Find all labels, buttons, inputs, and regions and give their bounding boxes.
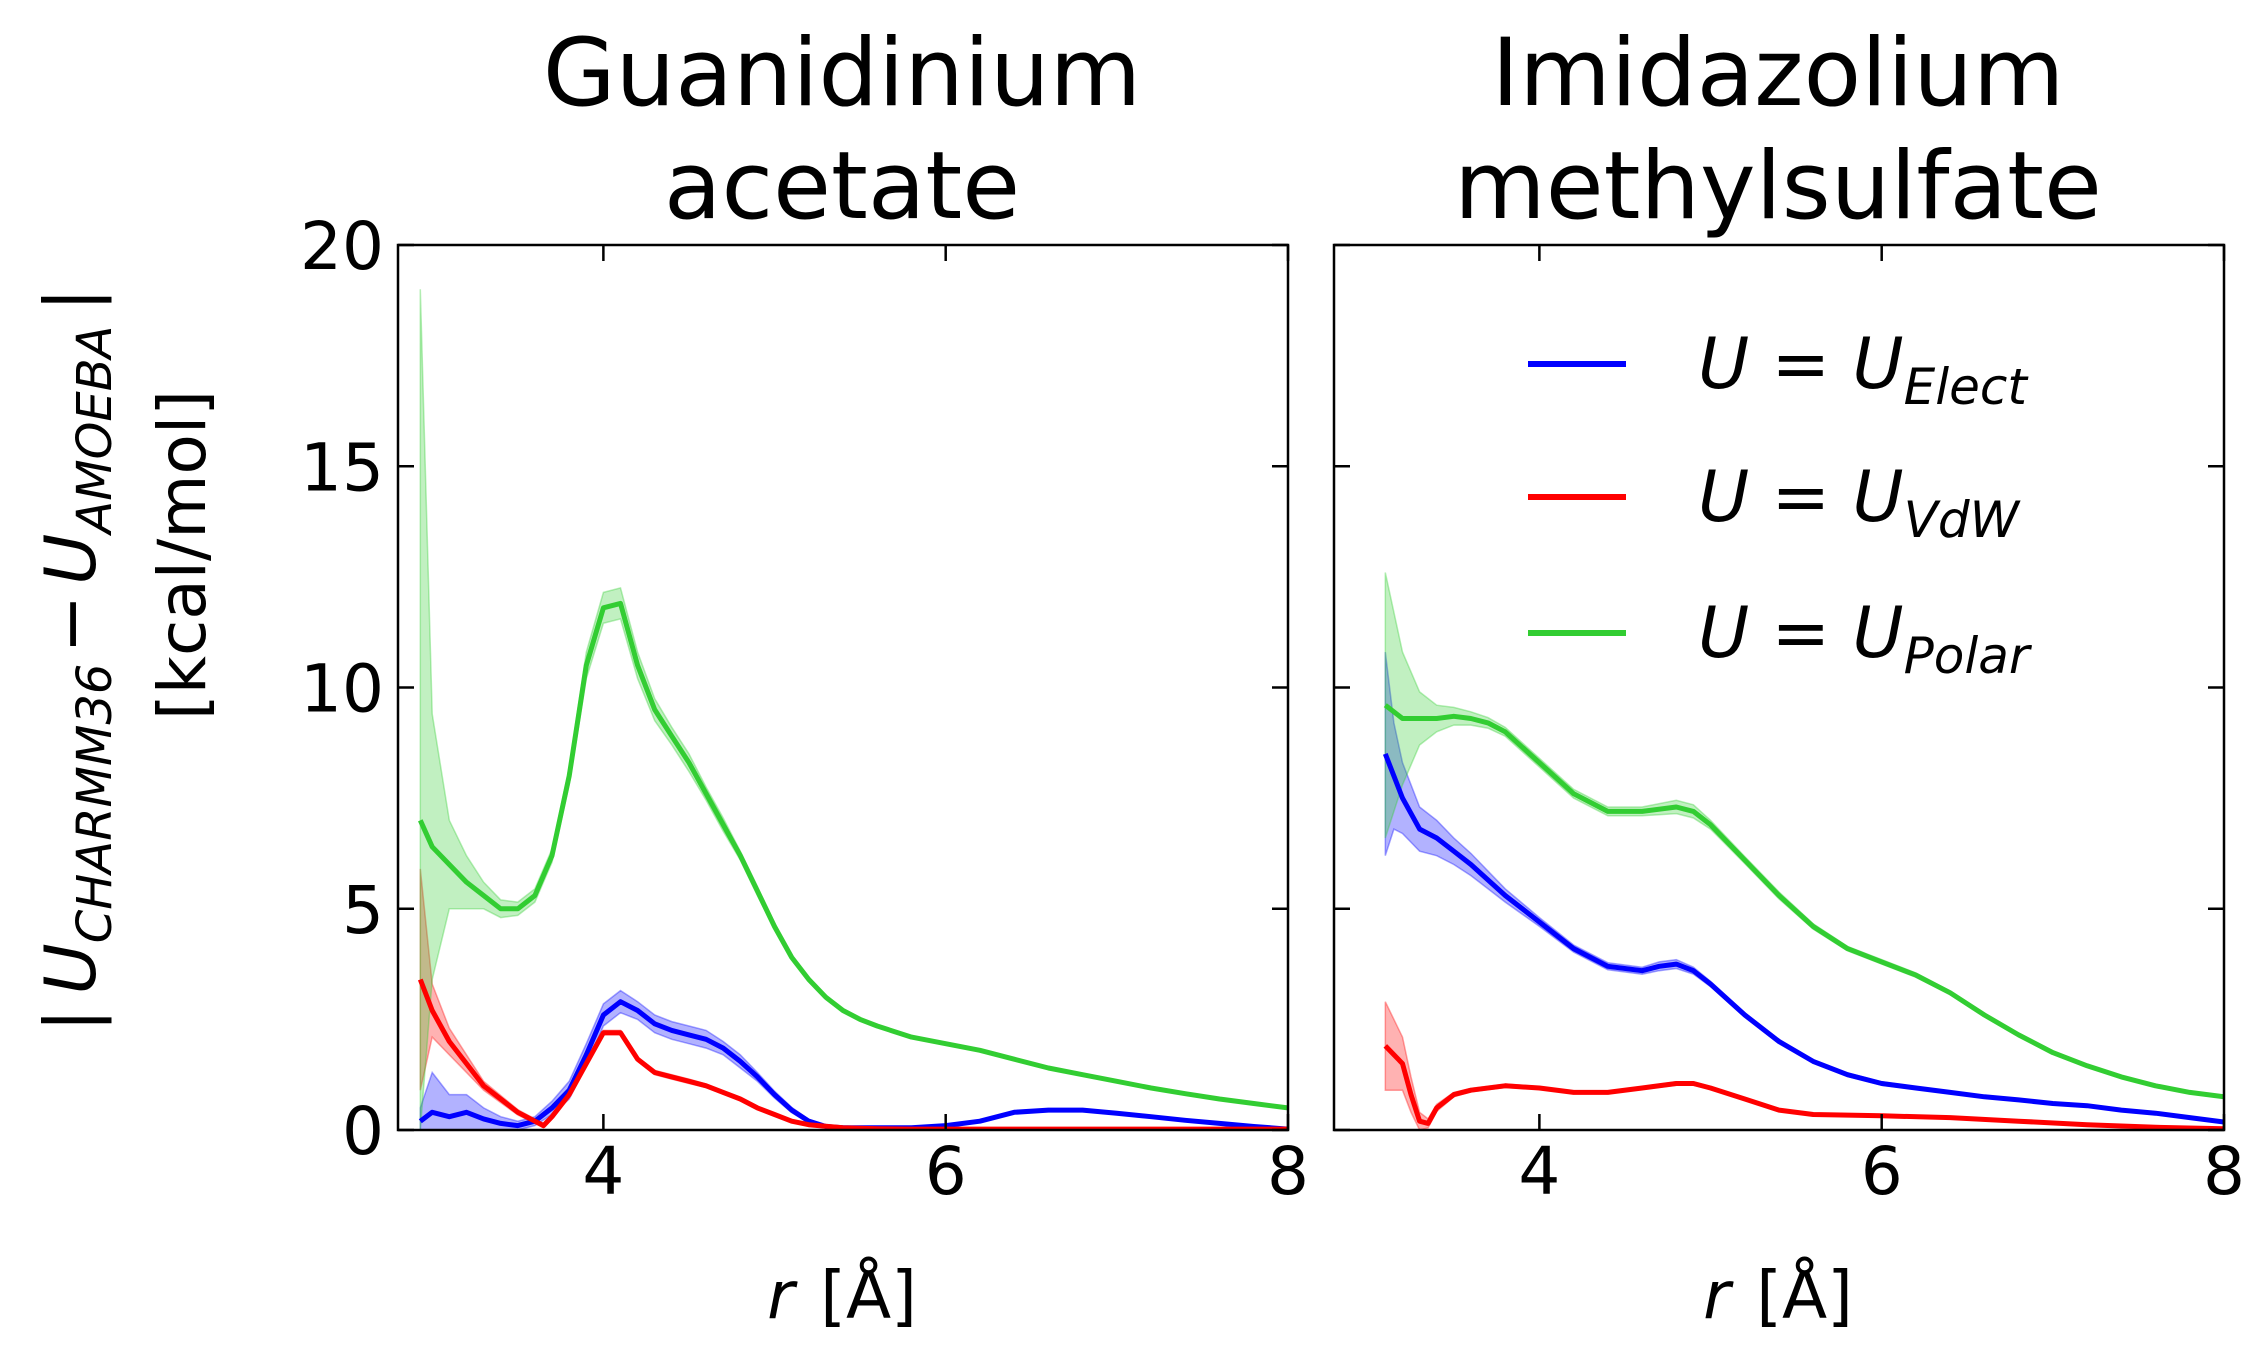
series-line-u-vdw [1383, 1044, 2224, 1130]
panel-title-line-2: methylsulfate [1454, 132, 2102, 241]
y-tick-label: 20 [300, 208, 384, 285]
x-axis-var-1: r [1703, 1257, 1734, 1334]
legend: U = UElect U = UVdW U = UPolar [1528, 323, 2033, 685]
band-u-polar [1384, 572, 2224, 1099]
ylabel-bar-left: | [30, 1008, 112, 1032]
x-tick-label: 4 [582, 1133, 624, 1210]
y-tick-label: 5 [342, 872, 384, 949]
ylabel-sub1: CHARMM36 [67, 664, 123, 944]
x-axis-title-0: r [Å] [767, 1257, 917, 1334]
x-axis-unit-0: [Å] [820, 1257, 917, 1334]
y-axis-units: [kcal/mol] [144, 390, 221, 720]
ylabel-minus: − [30, 595, 112, 654]
y-tick-label: 15 [300, 429, 384, 506]
legend-label-elect: U = UElect [1698, 323, 2029, 416]
legend-prefix-polar: U = U [1698, 592, 1904, 674]
series-line-u-elect [418, 999, 1288, 1130]
legend-entry-polar: U = UPolar [1528, 592, 2033, 685]
legend-sub-polar: Polar [1904, 627, 2033, 685]
x-tick-label: 6 [1861, 1133, 1903, 1210]
legend-prefix-elect: U = U [1698, 323, 1904, 405]
legend-entry-elect: U = UElect [1528, 323, 2029, 416]
panel-imidazolium-methylsulfate: Imidazolium methylsulfate 4 6 8 r [Å] [1332, 19, 2245, 1334]
plot-area-0 [417, 289, 1288, 1130]
ylabel-sub2: AMOEBA [67, 326, 123, 537]
y-axis-title: |UCHARMM36−UAMOEBA| [30, 288, 123, 1032]
ylabel-bar-right: | [30, 288, 112, 312]
y-tick-label: 10 [300, 651, 384, 728]
panel-title-line-2: acetate [664, 132, 1020, 241]
ticks-1: 4 6 8 [1334, 243, 2245, 1210]
legend-label-vdw: U = UVdW [1698, 456, 2021, 549]
svg-text:|UCHARMM36−UAMOEBA|: |UCHARMM36−UAMOEBA| [30, 288, 123, 1032]
legend-entry-vdw: U = UVdW [1528, 456, 2021, 549]
x-tick-label: 8 [1267, 1133, 1309, 1210]
x-axis-unit-1: [Å] [1756, 1257, 1853, 1334]
band-u-vdw [1384, 1001, 2224, 1130]
band-u-elect [1384, 652, 2224, 1125]
band-u-elect [419, 989, 1288, 1130]
legend-prefix-vdw: U = U [1698, 456, 1904, 538]
series-line-u-polar [1383, 703, 2224, 1100]
series-line-u-elect [1382, 752, 2224, 1125]
x-tick-label: 6 [925, 1133, 967, 1210]
plot-area-1 [1382, 572, 2224, 1130]
series-line-u-polar [418, 600, 1288, 1111]
legend-sub-vdw: VdW [1904, 491, 2021, 549]
band-u-polar [419, 289, 1288, 1130]
x-tick-label: 4 [1518, 1133, 1560, 1210]
panel-guanidinium-acetate: Guanidinium acetate 4 6 8 0 5 10 15 20 r [Å] [300, 19, 1309, 1334]
legend-sub-elect: Elect [1904, 358, 2030, 416]
panel-title-line-1: Guanidinium [543, 19, 1141, 128]
ylabel-u2: U [30, 534, 112, 585]
ylabel-u1: U [30, 943, 112, 994]
x-axis-var-0: r [767, 1257, 798, 1334]
axes-frame-0 [396, 243, 1290, 1132]
ticks-0: 4 6 8 0 5 10 15 20 [300, 208, 1309, 1210]
x-tick-label: 8 [2203, 1133, 2245, 1210]
panel-title-line-1: Imidazolium [1492, 19, 2065, 128]
y-tick-label: 0 [342, 1093, 384, 1170]
x-axis-title-1: r [Å] [1703, 1257, 1853, 1334]
ylabel-units: [kcal/mol] [144, 390, 221, 720]
legend-label-polar: U = UPolar [1698, 592, 2033, 685]
